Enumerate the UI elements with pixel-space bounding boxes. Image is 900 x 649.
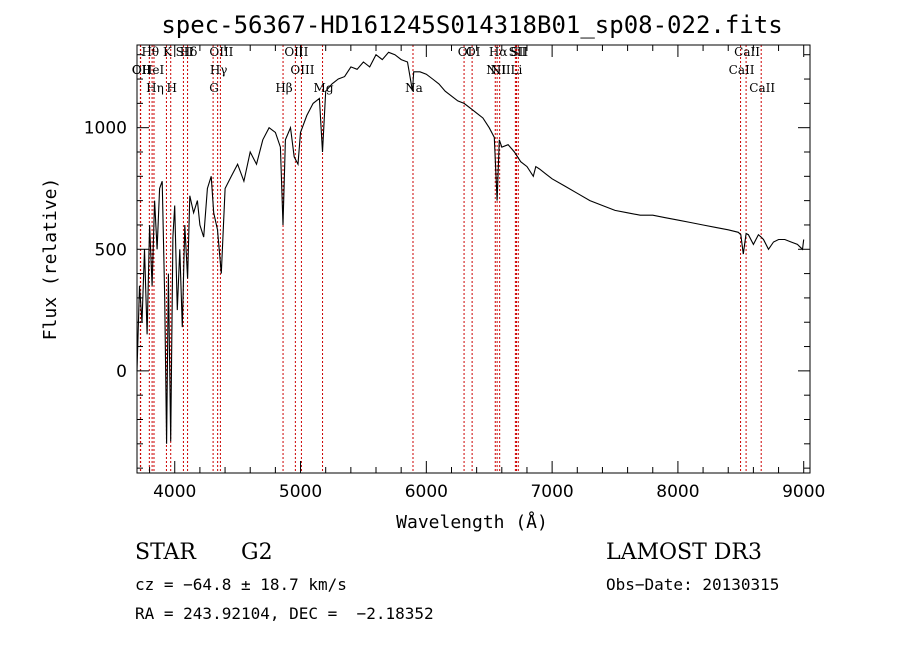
- line-label: CaII: [734, 45, 760, 59]
- line-label: Hδ: [180, 45, 198, 59]
- line-label: OI: [466, 45, 481, 59]
- x-tick-label: 5000: [279, 482, 322, 502]
- chart-title: spec-56367-HD161245S014318B01_sp08-022.f…: [161, 11, 782, 39]
- x-axis-label: Wavelength (Å): [396, 511, 548, 533]
- y-tick-label: 1000: [84, 119, 127, 139]
- line-label: Hβ: [275, 81, 292, 95]
- line-label: Hη: [146, 81, 164, 95]
- line-label: K: [163, 45, 173, 59]
- object-subclass: G2: [241, 540, 273, 565]
- axis-ticks: 4000 5000 6000 7000 8000 9000 0 500 1000: [84, 45, 825, 502]
- survey-name: LAMOST DR3: [606, 540, 762, 565]
- x-tick-label: 9000: [782, 482, 825, 502]
- line-label: NII: [491, 63, 511, 77]
- line-label: CaII: [749, 81, 775, 95]
- redshift-text: cz = −64.8 ± 18.7 km/s: [135, 575, 347, 594]
- y-axis-label: Flux (relative): [40, 178, 61, 341]
- line-label: Hθ: [141, 45, 159, 59]
- y-tick-label: 500: [95, 240, 127, 260]
- coordinates-text: RA = 243.92104, DEC = −2.18352: [135, 604, 434, 623]
- y-tick-label: 0: [116, 362, 127, 382]
- line-label: OIII: [284, 45, 308, 59]
- line-label: Hγ: [210, 63, 228, 77]
- line-label: Mg: [314, 81, 334, 95]
- line-label: OI: [458, 45, 473, 59]
- plot-frame: [136, 44, 811, 474]
- x-tick-label: 8000: [656, 482, 699, 502]
- x-tick-label: 7000: [530, 482, 573, 502]
- line-label: SII: [509, 45, 527, 59]
- x-tick-label: 4000: [153, 482, 196, 502]
- line-label: H: [166, 81, 176, 95]
- line-label: SII: [510, 45, 528, 59]
- object-class: STAR: [135, 540, 196, 565]
- observation-date: Obs−Date: 20130315: [606, 575, 780, 594]
- x-tick-label: 6000: [405, 482, 448, 502]
- line-label: SII: [176, 45, 194, 59]
- line-label: OIII: [290, 63, 314, 77]
- line-label: Hα: [489, 45, 508, 59]
- spectrum-line: [136, 51, 805, 444]
- line-label: CaII: [729, 63, 755, 77]
- line-label: G: [209, 81, 219, 95]
- line-label: OIII: [209, 45, 233, 59]
- line-label: Li: [510, 63, 522, 77]
- line-label: HeI: [142, 63, 165, 77]
- line-markers: [139, 45, 762, 473]
- line-label: Na: [405, 81, 423, 95]
- line-label: NII: [486, 63, 506, 77]
